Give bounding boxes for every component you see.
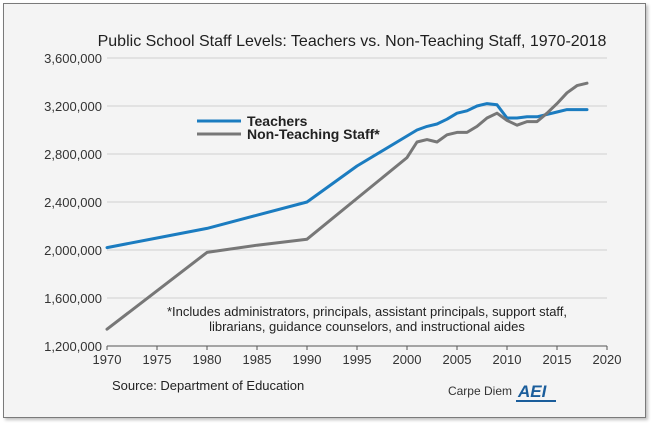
x-axis-tick-labels: 1970 1975 1980 1985 1990 1995 2000 2005 2010 2015… bbox=[93, 352, 622, 367]
y-tick-label: 1,600,000 bbox=[44, 291, 102, 306]
x-tick-label: 1975 bbox=[143, 352, 172, 367]
source-note: Source: Department of Education bbox=[112, 378, 304, 393]
y-tick-label: 2,400,000 bbox=[44, 195, 102, 210]
x-tick-label: 1995 bbox=[343, 352, 372, 367]
x-tick-label: 1985 bbox=[243, 352, 272, 367]
legend-label-teachers: Teachers bbox=[247, 113, 308, 129]
series-line-non-teaching-staff bbox=[105, 81, 589, 331]
x-tick-label: 2010 bbox=[493, 352, 522, 367]
x-tick-label: 2000 bbox=[393, 352, 422, 367]
x-tick-label: 1970 bbox=[93, 352, 122, 367]
y-tick-label: 2,800,000 bbox=[44, 147, 102, 162]
aei-logo: AEI bbox=[516, 382, 556, 402]
y-tick-label: 3,200,000 bbox=[44, 99, 102, 114]
svg-text:AEI: AEI bbox=[517, 382, 548, 401]
x-tick-label: 2005 bbox=[443, 352, 472, 367]
y-tick-label: 2,000,000 bbox=[44, 243, 102, 258]
footnote-background bbox=[158, 300, 583, 338]
footnote-line: *Includes administrators, principals, as… bbox=[167, 304, 567, 319]
legend-label-non-teaching-staff: Non-Teaching Staff* bbox=[247, 126, 380, 142]
series-lines bbox=[105, 81, 589, 331]
x-tick-label: 2015 bbox=[543, 352, 572, 367]
footnote-annotation: *Includes administrators, principals, as… bbox=[158, 300, 583, 338]
brand-name: Carpe Diem bbox=[448, 384, 512, 398]
y-tick-label: 3,600,000 bbox=[44, 51, 102, 66]
y-axis-tick-labels: 1,200,000 1,600,000 2,000,000 2,400,000 2,80… bbox=[44, 51, 102, 354]
grid bbox=[107, 57, 607, 299]
x-axis bbox=[106, 345, 608, 350]
chart-frame bbox=[3, 3, 646, 418]
x-tick-label: 1980 bbox=[193, 352, 222, 367]
chart-title: Public School Staff Levels: Teachers vs.… bbox=[98, 33, 607, 50]
x-tick-label: 2020 bbox=[593, 352, 622, 367]
footnote-line: librarians, guidance counselors, and ins… bbox=[209, 319, 525, 334]
y-tick-label: 1,200,000 bbox=[44, 339, 102, 354]
x-tick-label: 1990 bbox=[293, 352, 322, 367]
